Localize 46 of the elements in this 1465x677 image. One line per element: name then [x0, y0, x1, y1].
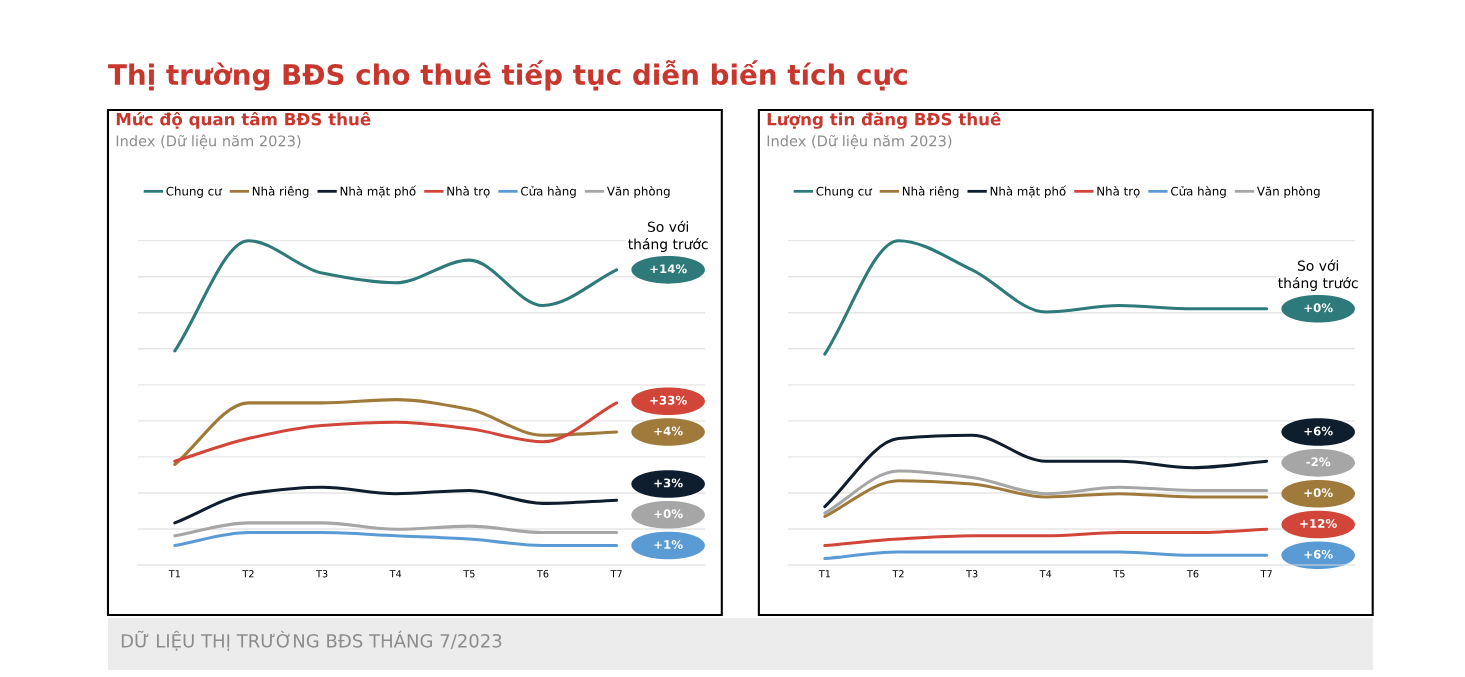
x-tick-label: T2 — [242, 570, 254, 578]
annotation: +33% — [650, 395, 687, 405]
x-tick-label: T3 — [966, 570, 978, 578]
annotation: -2% — [1306, 457, 1331, 467]
annotation: +12% — [1300, 518, 1337, 528]
annotation: +14% — [650, 264, 687, 274]
annotation: So với tháng trước — [628, 220, 708, 253]
x-tick-label: T1 — [818, 570, 830, 578]
legend-label: Chung cư — [816, 186, 873, 198]
legend-label: Nhà trọ — [1097, 186, 1140, 198]
annotation: +0% — [1304, 303, 1333, 313]
legend-label: Nhà riêng — [252, 186, 309, 198]
chart-subtitle: Index (Dữ liệu năm 2023) — [767, 134, 952, 149]
x-tick-label: T3 — [315, 570, 328, 578]
legend-label: Nhà mặt phố — [990, 185, 1067, 198]
x-tick-label: T6 — [1186, 570, 1199, 578]
annotation: So với tháng trước — [1278, 259, 1358, 291]
x-tick-label: T6 — [536, 570, 549, 578]
x-tick-label: T4 — [389, 570, 402, 578]
legend-label: Nhà mặt phố — [340, 185, 417, 198]
annotation: +3% — [654, 478, 683, 488]
x-tick-label: T7 — [610, 570, 622, 578]
x-tick-label: T4 — [1039, 570, 1052, 578]
legend-label: Nhà riêng — [902, 186, 959, 198]
legend-label: Cửa hàng — [1171, 185, 1226, 198]
annotation: +4% — [654, 426, 683, 436]
annotation: +0% — [654, 509, 683, 519]
x-tick-label: T5 — [463, 570, 475, 578]
annotation: +6% — [1304, 549, 1333, 559]
legend-label: Văn phòng — [606, 186, 670, 198]
chart-title: Mức độ quan tâm BĐS thuê — [116, 111, 371, 129]
x-tick-label: T1 — [168, 570, 180, 578]
chart-subtitle: Index (Dữ liệu năm 2023) — [116, 134, 301, 149]
text: Thị trường BĐS cho thuê tiếp tục diễn biến tích cực — [108, 60, 907, 91]
legend-label: Cửa hàng — [521, 185, 576, 198]
annotation: +6% — [1304, 426, 1333, 436]
text: DỮ LIỆU THỊ TRƯỜNG BĐS THÁNG 7/2023 — [121, 630, 502, 651]
annotation: +1% — [654, 540, 683, 549]
legend-label: Nhà trọ — [447, 186, 490, 198]
x-tick-label: T5 — [1113, 570, 1125, 578]
legend-label: Văn phòng — [1256, 186, 1320, 198]
legend-label: Chung cư — [166, 186, 223, 198]
chart-title: Lượng tin đăng BĐS thuê — [767, 111, 1001, 129]
x-tick-label: T7 — [1260, 570, 1272, 578]
x-tick-label: T2 — [892, 570, 904, 578]
annotation: +0% — [1304, 488, 1333, 498]
